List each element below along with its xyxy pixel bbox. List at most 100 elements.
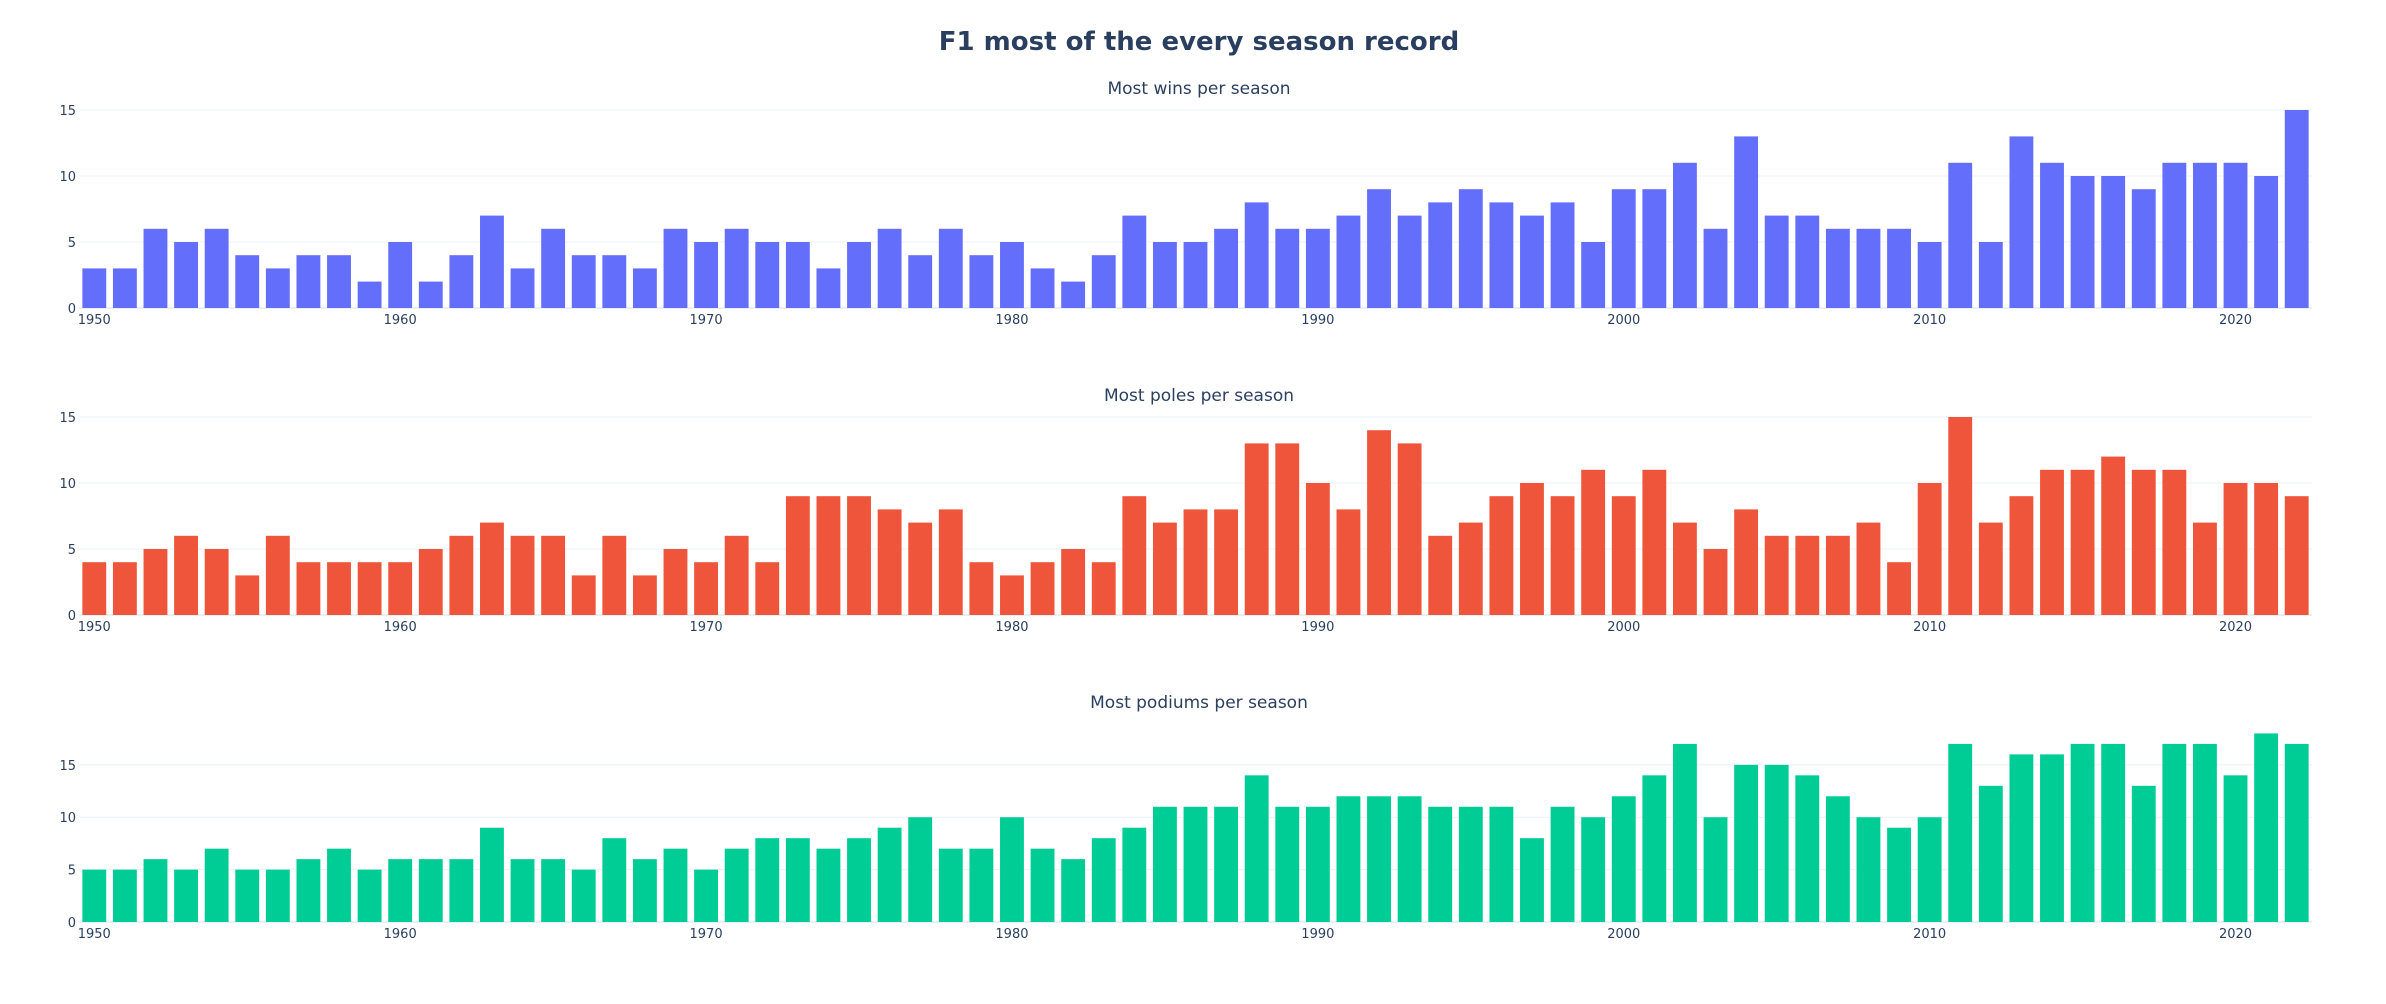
- poles-x-tick-label: 1970: [690, 620, 723, 635]
- poles-x-tick-label: 1960: [384, 620, 417, 635]
- wins-bar: [265, 268, 290, 308]
- podiums-bar: [1581, 817, 1606, 922]
- poles-bar: [1917, 483, 1942, 615]
- poles-bar: [2223, 483, 2248, 615]
- podiums-bars: [82, 733, 2309, 922]
- wins-bar: [2101, 176, 2126, 308]
- wins-bar: [1703, 228, 1728, 308]
- poles-bar: [1275, 443, 1300, 615]
- podiums-x-tick-label: 1990: [1301, 927, 1334, 942]
- podiums-bar: [632, 859, 657, 922]
- poles-bar: [174, 535, 198, 615]
- wins-subplot: Most wins per season 0 5 10 15 1950 1960 1970 1…: [59, 79, 2312, 328]
- wins-bar: [938, 228, 963, 308]
- podiums-bar: [1428, 806, 1453, 922]
- podiums-x-tick-label: 1980: [995, 927, 1028, 942]
- poles-bar: [1122, 496, 1147, 615]
- wins-bar: [1978, 242, 2003, 308]
- wins-bar: [2131, 189, 2156, 308]
- poles-bar: [755, 562, 780, 615]
- poles-bar: [1795, 535, 1820, 615]
- wins-x-tick-label: 1980: [995, 313, 1028, 328]
- wins-bar: [357, 281, 382, 308]
- podiums-bar: [785, 838, 810, 922]
- podiums-bar: [2101, 743, 2126, 922]
- poles-bar: [1734, 509, 1759, 615]
- poles-x-tick-label: 2010: [1913, 620, 1946, 635]
- podiums-bar: [1764, 764, 1789, 922]
- poles-y-tick-label: 5: [68, 543, 76, 558]
- wins-subplot-title: Most wins per season: [1107, 79, 1290, 99]
- wins-bar: [1642, 189, 1667, 308]
- wins-bar: [1275, 228, 1300, 308]
- podiums-bar: [847, 838, 871, 922]
- wins-bar: [1183, 242, 1208, 308]
- poles-bar: [204, 549, 229, 615]
- poles-bar: [1091, 562, 1116, 615]
- wins-bar: [1000, 242, 1024, 308]
- podiums-x-tick-label: 1970: [690, 927, 723, 942]
- poles-bar: [724, 535, 749, 615]
- wins-bar: [663, 228, 688, 308]
- poles-bar: [1611, 496, 1636, 615]
- wins-bar: [1550, 202, 1575, 308]
- podiums-bar: [1611, 796, 1636, 922]
- podiums-bar: [2254, 733, 2279, 922]
- poles-bar: [388, 562, 413, 615]
- podiums-subplot-title: Most podiums per season: [1090, 693, 1308, 713]
- poles-bar: [265, 535, 290, 615]
- wins-bar: [2193, 162, 2217, 308]
- poles-x-tick-label: 2000: [1607, 620, 1640, 635]
- poles-bar: [2193, 522, 2217, 615]
- podiums-bar: [602, 838, 627, 922]
- podiums-bar: [143, 859, 168, 922]
- podiums-bar: [571, 869, 596, 922]
- poles-bar: [816, 496, 841, 615]
- poles-bar: [571, 575, 596, 615]
- wins-bar: [2284, 110, 2309, 308]
- podiums-bar: [1214, 806, 1239, 922]
- podiums-bar: [1000, 817, 1024, 922]
- poles-bar: [1061, 549, 1086, 615]
- wins-bar: [510, 268, 535, 308]
- poles-bar: [1000, 575, 1024, 615]
- podiums-bar: [1489, 806, 1514, 922]
- podiums-bar: [1948, 743, 1973, 922]
- poles-bar: [1550, 496, 1575, 615]
- poles-bar: [694, 562, 719, 615]
- wins-y-tick-label: 15: [59, 104, 76, 119]
- podiums-bar: [1122, 827, 1147, 922]
- poles-bar: [112, 562, 137, 615]
- wins-bar: [1367, 189, 1391, 308]
- poles-bar: [235, 575, 260, 615]
- wins-bar: [785, 242, 810, 308]
- podiums-bar: [2009, 754, 2034, 922]
- podiums-subplot: Most podiums per season 0 5 10 15 1950 1960 19…: [59, 693, 2312, 942]
- poles-bar: [480, 522, 504, 615]
- wins-bar: [1611, 189, 1636, 308]
- wins-bar: [1122, 215, 1147, 308]
- wins-bar: [571, 255, 596, 308]
- podiums-bar: [82, 869, 107, 922]
- poles-bar: [602, 535, 627, 615]
- wins-bar: [1795, 215, 1820, 308]
- podiums-bar: [510, 859, 535, 922]
- podiums-x-tick-label: 2000: [1607, 927, 1640, 942]
- poles-bar: [1642, 469, 1667, 615]
- poles-x-tick-label: 1980: [995, 620, 1028, 635]
- podiums-bar: [418, 859, 443, 922]
- wins-bar: [724, 228, 749, 308]
- wins-bar: [1856, 228, 1881, 308]
- wins-bar: [1672, 162, 1697, 308]
- podiums-bar: [1336, 796, 1361, 922]
- poles-bar: [357, 562, 382, 615]
- podiums-bar: [204, 848, 229, 922]
- poles-y-tick-label: 10: [59, 477, 76, 492]
- poles-bar: [2254, 483, 2279, 615]
- poles-x-tick-label: 1950: [78, 620, 111, 635]
- poles-bar: [2162, 469, 2187, 615]
- podiums-bar: [1887, 827, 1911, 922]
- wins-bar: [82, 268, 107, 308]
